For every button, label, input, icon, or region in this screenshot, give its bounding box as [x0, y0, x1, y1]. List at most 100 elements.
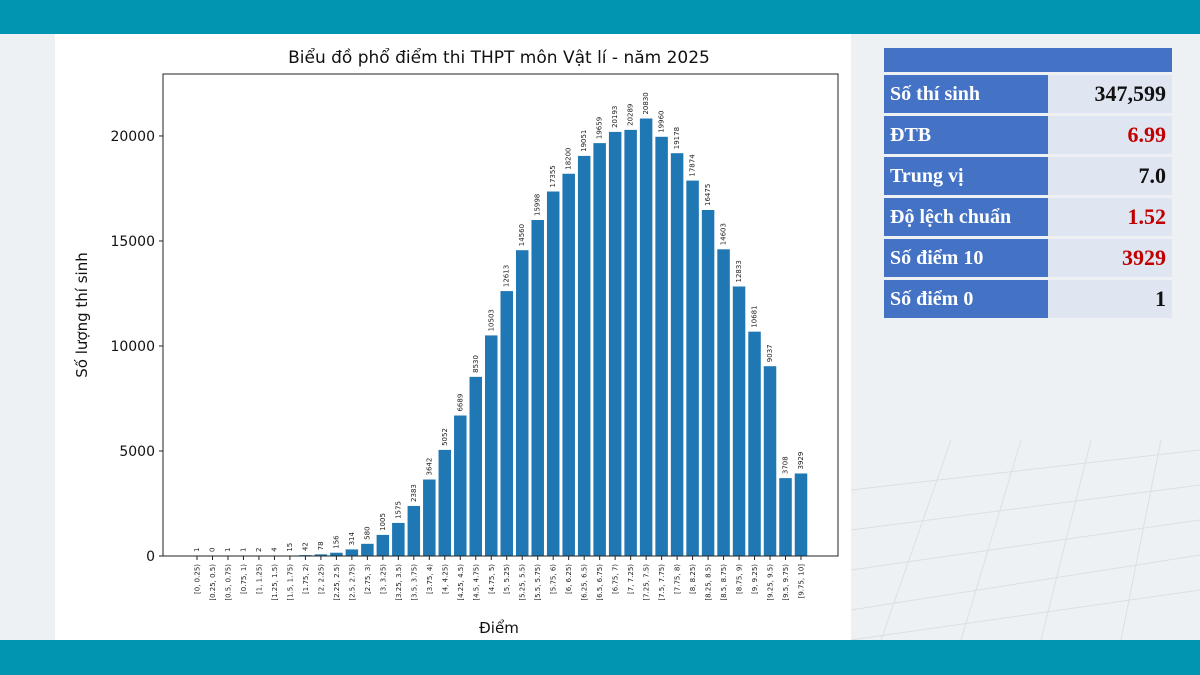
stats-row: ĐTB 6.99 — [884, 116, 1172, 154]
bar — [485, 335, 498, 556]
x-tick-label: [0.25, 0.5) — [209, 564, 217, 601]
bar-value-label: 78 — [317, 541, 325, 550]
bar — [624, 129, 637, 557]
stats-row: Số điểm 10 3929 — [884, 239, 1172, 277]
bar-value-label: 8530 — [472, 355, 480, 373]
stats-value: 7.0 — [1048, 157, 1172, 195]
bar-value-label: 1575 — [394, 501, 402, 519]
bar-value-label: 19178 — [673, 127, 681, 149]
bottom-banner — [0, 640, 1200, 675]
bar-value-label: 19051 — [580, 130, 588, 152]
x-tick-label: [6.5, 6.75) — [596, 564, 604, 601]
stats-value: 6.99 — [1048, 116, 1172, 154]
x-tick-label: [6, 6.25) — [565, 564, 573, 594]
bar — [314, 554, 328, 556]
bar — [779, 478, 792, 556]
bar — [500, 291, 513, 556]
x-tick-label: [4.75, 5) — [488, 564, 496, 594]
stats-value: 3929 — [1048, 239, 1172, 277]
bar-value-label: 1 — [193, 548, 201, 552]
bar — [562, 173, 575, 556]
bar-value-label: 1005 — [379, 513, 387, 531]
top-banner — [0, 0, 1200, 34]
bar-value-label: 19659 — [596, 117, 604, 139]
x-tick-label: [0, 0.25) — [194, 564, 202, 594]
bar — [577, 155, 591, 556]
x-tick-label: [1, 1.25) — [255, 564, 263, 594]
bar — [763, 366, 777, 556]
histogram-chart: Biểu đồ phổ điểm thi THPT môn Vật lí - n… — [73, 47, 839, 637]
chart-title: Biểu đồ phổ điểm thi THPT môn Vật lí - n… — [288, 47, 710, 68]
y-tick-label: 15000 — [110, 234, 155, 250]
bar-value-label: 3708 — [782, 456, 790, 474]
bar — [608, 131, 622, 556]
plot-frame — [162, 73, 839, 557]
bar — [670, 153, 684, 556]
bar-value-label: 3642 — [425, 458, 433, 476]
y-axis-label: Số lượng thí sinh — [73, 252, 91, 377]
x-tick-label: [5, 5.25) — [503, 564, 511, 594]
stats-header-row — [884, 48, 1172, 72]
bar-value-label: 14603 — [720, 223, 728, 245]
stats-row: Độ lệch chuẩn 1.52 — [884, 198, 1172, 236]
bar-value-label: 2 — [255, 547, 263, 551]
bar — [330, 552, 343, 556]
x-tick-label: [1.5, 1.75) — [286, 564, 294, 601]
bar — [794, 473, 808, 556]
x-tick-label: [5.5, 5.75) — [534, 564, 542, 601]
bar-value-label: 14560 — [518, 224, 526, 246]
x-tick-label: [8, 8.25) — [689, 564, 697, 594]
bar-value-label: 2383 — [410, 484, 418, 502]
bar — [407, 505, 421, 556]
stats-label: Trung vị — [884, 157, 1048, 195]
bar-value-label: 15998 — [534, 194, 542, 216]
x-tick-label: [4.25, 4.5) — [457, 564, 465, 601]
stats-label: Số điểm 0 — [884, 280, 1048, 318]
bar — [423, 479, 436, 556]
bar-value-label: 20289 — [627, 104, 635, 126]
bar-value-label: 6689 — [456, 394, 464, 412]
x-tick-label: [8.5, 8.75) — [720, 564, 728, 601]
y-tick-label: 20000 — [110, 129, 155, 145]
decorative-grid — [851, 439, 1200, 640]
x-tick-label: [5.75, 6) — [550, 564, 558, 594]
bar — [546, 191, 560, 556]
bar-value-label: 12613 — [503, 265, 511, 287]
stats-row: Số thí sinh 347,599 — [884, 75, 1172, 113]
bar — [345, 549, 359, 556]
bar-value-label: 10503 — [487, 309, 495, 331]
bar-value-label: 10681 — [751, 305, 759, 327]
bar-value-label: 5052 — [441, 428, 449, 446]
x-tick-label: [6.25, 6.5) — [581, 564, 589, 601]
x-tick-label: [7.75, 8) — [674, 564, 682, 594]
chart-panel: Biểu đồ phổ điểm thi THPT môn Vật lí - n… — [55, 34, 851, 640]
bar — [593, 143, 606, 556]
stats-table: Số thí sinh 347,599 ĐTB 6.99 Trung vị 7.0 Độ l… — [884, 45, 1172, 321]
bar — [438, 449, 452, 556]
x-tick-label: [2.25, 2.5) — [333, 564, 341, 601]
bar — [686, 180, 699, 556]
bar — [748, 331, 761, 556]
bar-value-label: 19960 — [658, 111, 666, 133]
bar-value-label: 16475 — [704, 184, 712, 206]
bar-value-label: 9037 — [766, 344, 774, 362]
x-tick-label: [5.25, 5.5) — [519, 564, 527, 601]
x-tick-label: [2, 2.25) — [317, 564, 325, 594]
stats-label: Số thí sinh — [884, 75, 1048, 113]
stats-label: Số điểm 10 — [884, 239, 1048, 277]
x-tick-label: [0.5, 0.75) — [224, 564, 232, 601]
x-tick-label: [6.75, 7) — [612, 564, 620, 594]
bar-value-label: 156 — [332, 535, 340, 549]
bar — [531, 220, 544, 556]
bar-value-label: 15 — [286, 543, 294, 552]
stats-value: 1.52 — [1048, 198, 1172, 236]
bar-value-label: 314 — [348, 531, 356, 545]
y-tick-label: 5000 — [119, 444, 155, 460]
bar-value-label: 20193 — [611, 106, 619, 128]
y-tick-label: 10000 — [110, 339, 155, 355]
x-tick-label: [1.75, 2) — [302, 564, 310, 594]
x-tick-label: [7.5, 7.75) — [658, 564, 666, 601]
x-tick-label: [4.5, 4.75) — [472, 564, 480, 601]
x-tick-label: [4, 4.25) — [441, 564, 449, 594]
